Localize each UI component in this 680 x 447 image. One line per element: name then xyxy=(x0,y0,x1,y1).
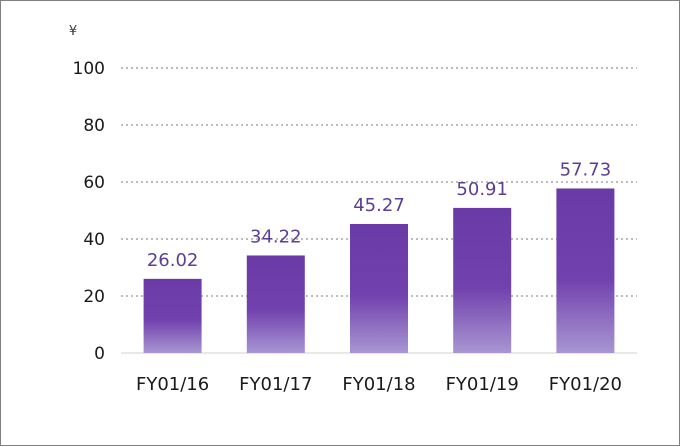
y-tick-label: 80 xyxy=(83,116,105,136)
x-category-label: FY01/16 xyxy=(136,374,209,395)
bar xyxy=(143,278,202,353)
data-labels: 26.02 34.22 45.27 50.91 57.73 xyxy=(147,159,611,270)
bar xyxy=(246,255,305,353)
gridlines xyxy=(121,67,637,354)
x-category-label: FY01/18 xyxy=(342,374,415,395)
y-axis: 0 20 40 60 80 100 xyxy=(73,59,105,364)
y-tick-label: 60 xyxy=(83,173,105,193)
y-tick-label: 20 xyxy=(83,287,105,307)
x-axis-category-labels: FY01/16 FY01/17 FY01/18 FY01/19 FY01/20 xyxy=(136,374,622,395)
bar-value-label: 26.02 xyxy=(147,250,199,271)
bar-value-label: 57.73 xyxy=(560,159,612,180)
bar-value-label: 45.27 xyxy=(353,195,405,216)
y-tick-label: 40 xyxy=(83,230,105,250)
bar-value-label: 34.22 xyxy=(250,226,302,247)
bar xyxy=(350,223,408,353)
bar xyxy=(453,207,512,353)
bar xyxy=(556,188,615,353)
x-category-label: FY01/17 xyxy=(239,374,312,395)
x-category-label: FY01/20 xyxy=(549,374,622,395)
y-tick-label: 100 xyxy=(73,59,105,79)
y-axis-unit-label: ¥ xyxy=(69,24,77,39)
x-category-label: FY01/19 xyxy=(446,374,519,395)
bar-value-label: 50.91 xyxy=(456,179,508,200)
bars xyxy=(143,188,615,353)
y-tick-label: 0 xyxy=(94,344,105,364)
